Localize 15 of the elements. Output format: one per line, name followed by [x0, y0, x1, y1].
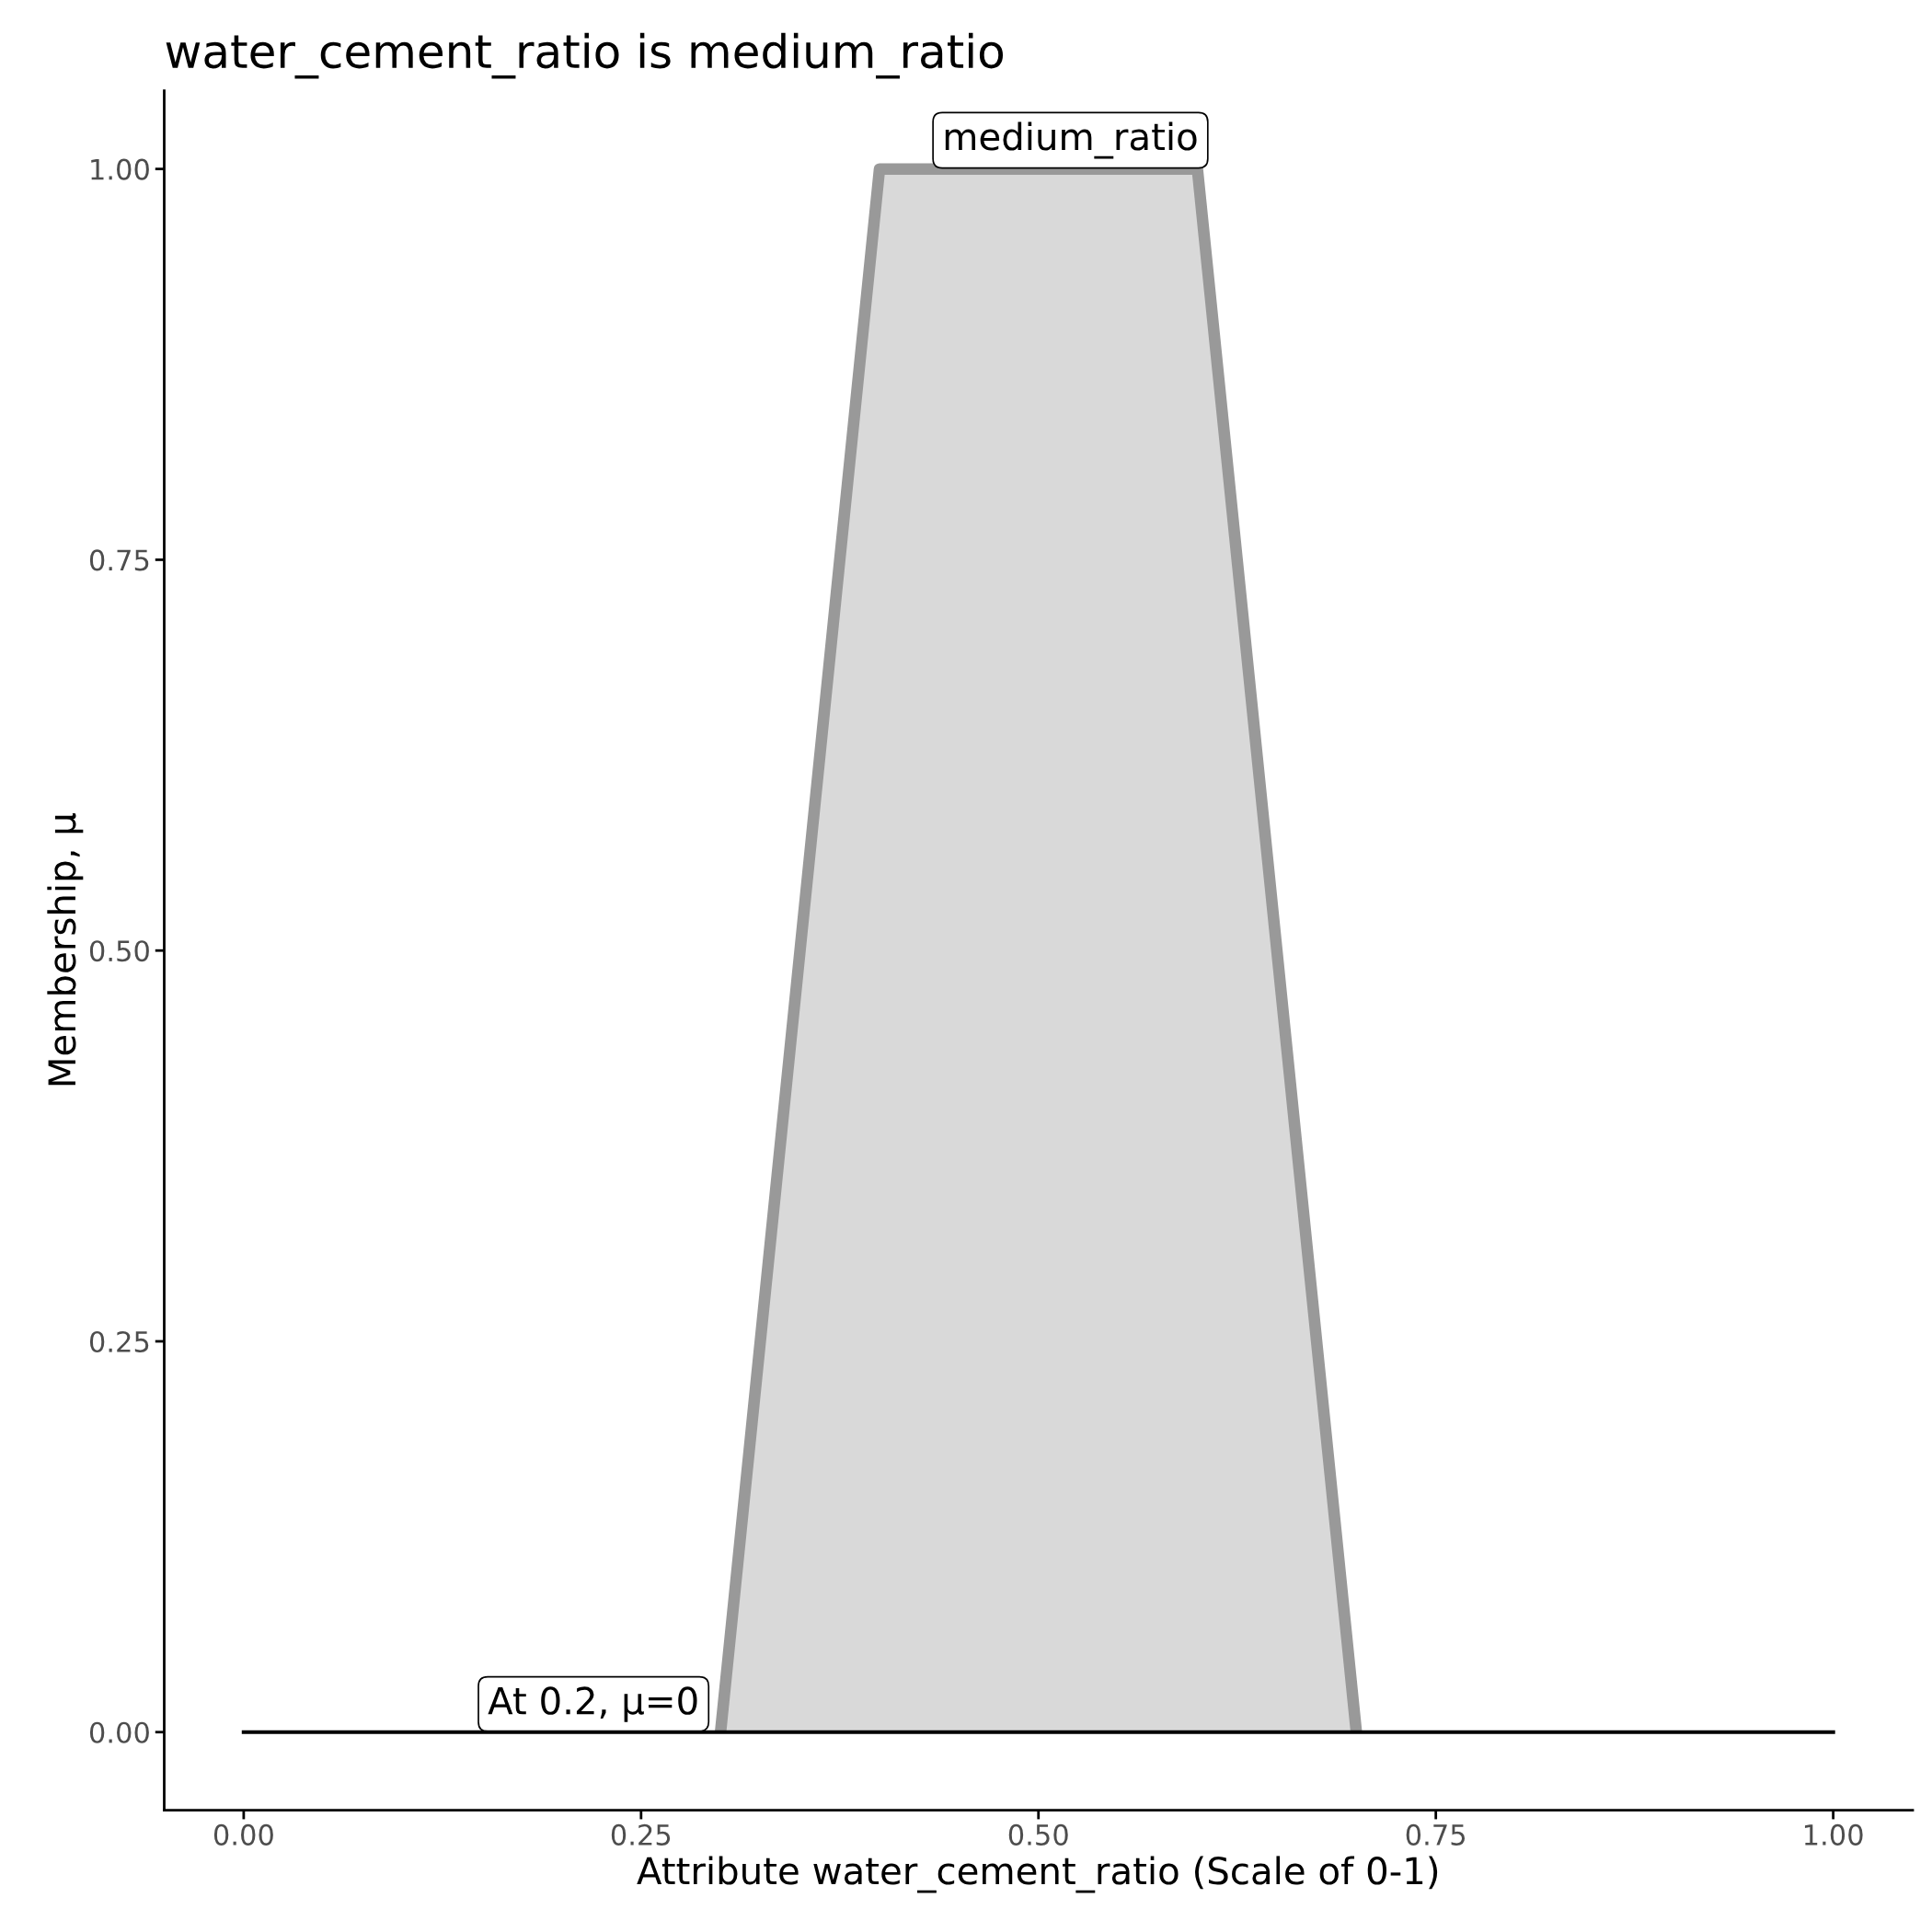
y-tick-label: 0.00 — [89, 1721, 149, 1743]
annotation: medium_ratio — [945, 121, 1197, 159]
x-tick-label: 1.00 — [1804, 1823, 1863, 1846]
chart-title: water_cement_ratio is medium_ratio — [166, 32, 1004, 79]
y-tick-label: 0.25 — [89, 1330, 149, 1353]
y-tick-label: 0.75 — [89, 549, 149, 571]
x-tick-label: 0.75 — [1406, 1823, 1466, 1846]
y-axis-title: Membership, μ — [47, 813, 84, 1086]
y-tick-label: 0.50 — [89, 940, 149, 962]
x-tick-label: 0.25 — [611, 1823, 671, 1846]
x-axis-title: Attribute water_cement_ratio (Scale of 0-1) — [637, 1856, 1438, 1893]
x-tick-label: 0.50 — [1008, 1823, 1068, 1846]
x-tick-label: 0.00 — [213, 1823, 273, 1846]
y-tick-label: 1.00 — [91, 158, 149, 180]
annotation: At 0.2, μ=0 — [488, 1686, 697, 1722]
